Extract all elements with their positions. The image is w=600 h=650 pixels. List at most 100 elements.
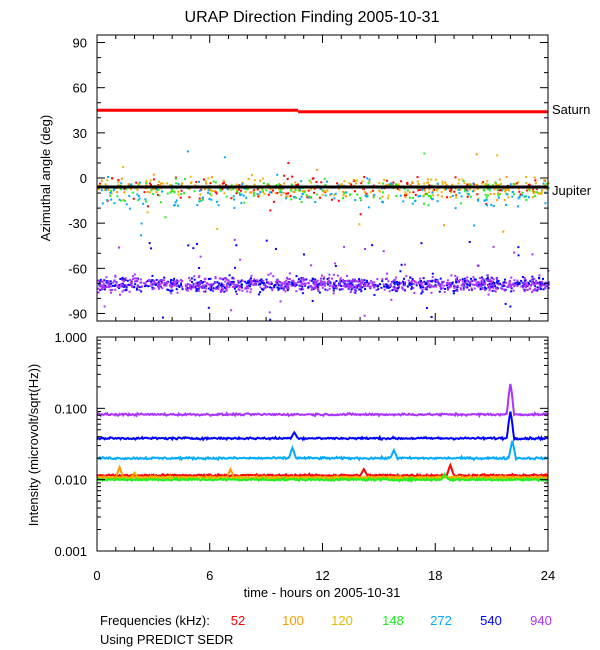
data-point [486,180,489,183]
data-point [193,275,196,278]
data-point [417,182,420,185]
data-point [534,287,537,290]
data-point [262,182,265,185]
data-point [432,189,435,192]
data-point [224,286,227,289]
data-point [480,280,483,283]
data-point [308,179,311,182]
data-point [283,280,286,283]
data-point [448,282,451,285]
data-point [524,284,527,287]
data-point [294,189,297,192]
data-point [525,175,528,178]
data-point [354,286,357,289]
data-point [285,279,288,282]
data-point [195,282,198,285]
data-point [234,290,237,293]
data-point [419,277,422,280]
data-point [457,279,460,282]
data-point [359,280,362,283]
data-point [293,281,296,284]
data-point [253,280,256,283]
data-point [209,182,212,185]
data-point [207,306,210,309]
intensity-series-52-kHz [96,462,549,479]
data-point [503,278,506,281]
data-point [396,187,399,190]
data-point [451,194,454,197]
data-point [147,279,150,282]
data-point [156,193,159,196]
data-point [310,264,313,267]
data-point [390,183,393,186]
data-point [300,277,303,280]
data-point [214,276,217,279]
data-point [523,288,526,291]
data-point [204,284,207,287]
data-point [473,224,476,227]
data-point [300,278,303,281]
data-point [414,280,417,283]
data-point [546,187,549,190]
data-point [466,276,469,279]
data-point [171,285,174,288]
data-point [510,290,513,293]
intensity-data [96,383,549,484]
data-point [402,283,405,286]
data-point [113,284,116,287]
data-point [98,182,101,185]
data-point [126,279,129,282]
data-point [393,279,396,282]
data-point [173,204,176,207]
data-point [361,279,364,282]
data-point [420,284,423,287]
data-point [109,289,112,292]
data-point [106,175,109,178]
data-point [490,286,493,289]
data-point [508,189,511,192]
data-point [143,191,146,194]
data-point [203,277,206,280]
data-point [290,183,293,186]
data-point [363,283,366,286]
data-point [239,280,242,283]
data-point [348,286,351,289]
data-point [111,284,114,287]
data-point [446,286,449,289]
data-point [208,197,211,200]
data-point [134,280,137,283]
data-point [205,182,208,185]
data-point [205,282,208,285]
data-point [245,196,248,199]
data-point [322,277,325,280]
data-point [527,284,530,287]
data-point [110,192,113,195]
data-point [137,183,140,186]
data-point [477,281,480,284]
data-point [214,191,217,194]
data-point [175,199,178,202]
data-point [468,188,471,191]
data-point [448,286,451,289]
data-point [423,152,426,155]
data-point [344,284,347,287]
data-point [353,190,356,193]
data-point [142,202,145,205]
data-point [211,284,214,287]
data-point [513,284,516,287]
data-point [178,286,181,289]
data-point [176,291,179,294]
data-point [322,283,325,286]
x-axis-label: time - hours on 2005-10-31 [244,585,401,600]
data-point [126,284,129,287]
data-point [207,287,210,290]
data-point [336,274,339,277]
data-point [492,281,495,284]
data-point [246,282,249,285]
data-point [220,288,223,291]
data-point [109,280,112,283]
data-point [132,278,135,281]
